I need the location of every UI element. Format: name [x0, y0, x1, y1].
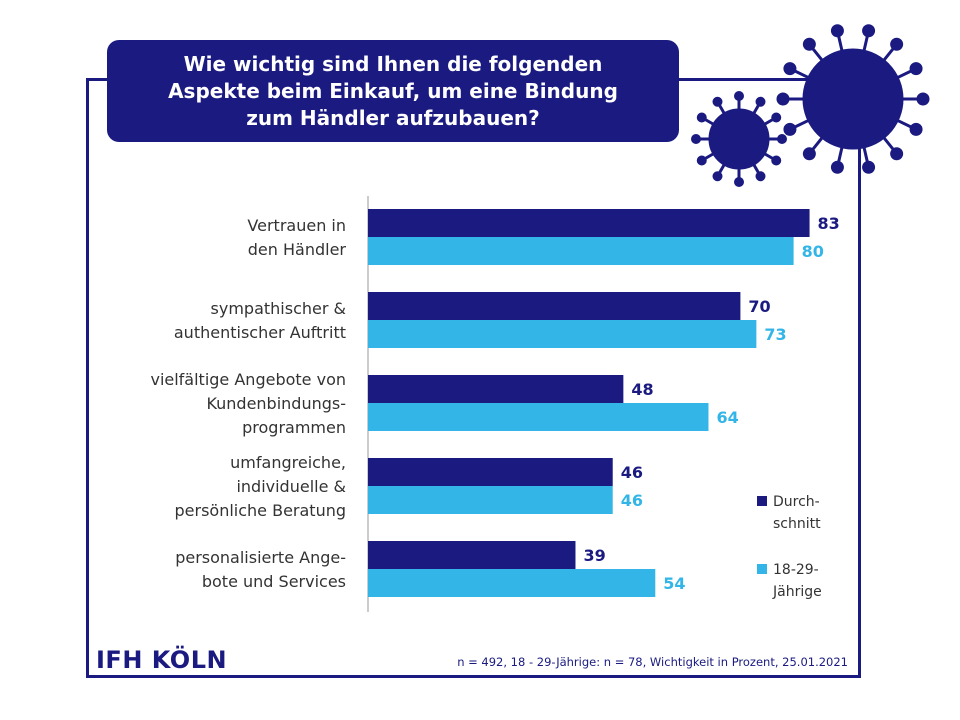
bar-18-29 — [368, 403, 709, 431]
data-label: 48 — [631, 380, 653, 399]
category-label: sympathischer & authentischer Auftritt — [174, 299, 346, 342]
data-label: 46 — [621, 491, 643, 510]
bar-18-29 — [368, 320, 757, 348]
category-label: personalisierte Ange-bote und Services — [175, 548, 346, 591]
data-label: 54 — [663, 574, 685, 593]
legend-swatch — [757, 564, 767, 574]
data-label: 64 — [716, 408, 738, 427]
chart-title: Wie wichtig sind Ihnen die folgenden Asp… — [168, 51, 618, 130]
bar-average — [368, 375, 624, 403]
legend-label: Durch-schnitt — [773, 494, 821, 532]
data-label: 73 — [764, 325, 786, 344]
category-label: umfangreiche, individuelle & persönliche B… — [174, 453, 346, 520]
category-label: Vertrauen in den Händler — [247, 216, 346, 259]
title-banner: Wie wichtig sind Ihnen die folgenden Asp… — [107, 40, 679, 142]
bar-18-29 — [368, 569, 656, 597]
data-label: 80 — [802, 242, 824, 261]
bar-18-29 — [368, 486, 613, 514]
bar-average — [368, 209, 810, 237]
data-label: 39 — [583, 546, 605, 565]
legend-label: 18-29-Jährige — [772, 562, 822, 600]
legend-swatch — [757, 496, 767, 506]
data-label: 83 — [818, 214, 840, 233]
ifh-logo: IFH KÖLN — [96, 646, 228, 674]
virus-icon-large — [776, 24, 930, 174]
virus-icon-small — [691, 91, 787, 187]
footnote: n = 492, 18 - 29-Jährige: n = 78, Wichti… — [457, 655, 848, 669]
data-label: 70 — [748, 297, 770, 316]
category-label: vielfältige Angebote von Kundenbindungs-p… — [150, 370, 346, 437]
bar-18-29 — [368, 237, 794, 265]
bar-average — [368, 458, 613, 486]
bar-average — [368, 292, 741, 320]
bar-average — [368, 541, 576, 569]
data-label: 46 — [621, 463, 643, 482]
